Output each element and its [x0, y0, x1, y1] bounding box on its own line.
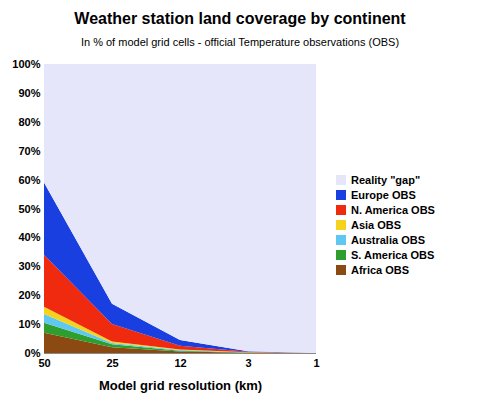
html-text:N. America OBS: N. America OBS: [351, 203, 435, 216]
svg-text:70%: 70%: [18, 145, 40, 157]
svg-text:50: 50: [38, 357, 50, 369]
html-text:Africa OBS: Africa OBS: [351, 263, 410, 276]
svg-text:80%: 80%: [18, 116, 40, 128]
svg-text:50%: 50%: [18, 203, 40, 215]
html-text:Weather station land coverage: Weather station land coverage by contine…: [74, 10, 406, 27]
svg-text:12: 12: [174, 357, 186, 369]
svg-text:90%: 90%: [18, 87, 40, 99]
svg-text:0%: 0%: [24, 347, 41, 359]
svg-text:3: 3: [245, 357, 251, 369]
svg-text:30%: 30%: [18, 260, 40, 272]
svg-text:10%: 10%: [18, 318, 40, 330]
svg-text:25: 25: [106, 357, 118, 369]
svg-text:Model grid resolution (km): Model grid resolution (km): [99, 378, 262, 393]
svg-text:20%: 20%: [18, 289, 40, 301]
svg-text:60%: 60%: [18, 174, 40, 186]
html-text:Europe OBS: Europe OBS: [351, 188, 416, 201]
html-text:Asia OBS: Asia OBS: [351, 218, 402, 231]
svg-text:40%: 40%: [18, 231, 40, 243]
html-text:Australia OBS: Australia OBS: [351, 233, 425, 246]
svg-text:100%: 100%: [12, 58, 40, 70]
html-text:In % of model grid cells - off: In % of model grid cells - official Temp…: [80, 36, 400, 48]
html-text:S. America OBS: S. America OBS: [351, 248, 435, 261]
html-text:Reality "gap": Reality "gap": [351, 173, 421, 186]
svg-text:1: 1: [313, 357, 319, 369]
